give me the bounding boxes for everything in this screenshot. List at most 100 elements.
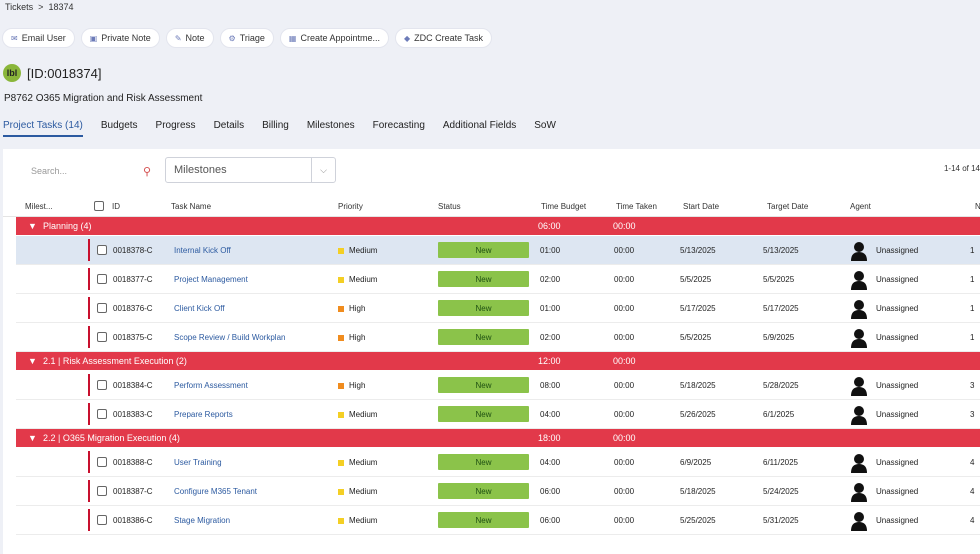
task-name-link[interactable]: Configure M365 Tenant bbox=[174, 487, 258, 496]
col-id[interactable]: ID bbox=[112, 202, 120, 211]
group-taken: 00:00 bbox=[613, 356, 636, 366]
search-icon[interactable]: ⚲ bbox=[142, 165, 151, 178]
collapse-icon[interactable]: ▼ bbox=[28, 433, 37, 443]
priority-dot-icon bbox=[338, 517, 344, 524]
milestones-select[interactable]: Milestones ⌵ bbox=[165, 157, 336, 183]
agent-name[interactable]: Unassigned bbox=[876, 516, 919, 525]
collapse-icon[interactable]: ▼ bbox=[28, 356, 37, 366]
status-badge[interactable]: New bbox=[438, 377, 529, 393]
row-checkbox[interactable] bbox=[97, 245, 107, 255]
search-input[interactable]: Search... ⚲ bbox=[23, 159, 159, 183]
col-priority[interactable]: Priority bbox=[338, 202, 363, 211]
agent-name[interactable]: Unassigned bbox=[876, 275, 919, 284]
avatar-icon bbox=[851, 271, 867, 290]
tab-additional-fields[interactable]: Additional Fields bbox=[442, 120, 517, 131]
row-checkbox[interactable] bbox=[97, 303, 107, 313]
tab-billing[interactable]: Billing bbox=[262, 120, 289, 131]
status-badge[interactable]: New bbox=[438, 271, 529, 287]
tab-details[interactable]: Details bbox=[213, 120, 245, 131]
create-appointment-button[interactable]: ▦ Create Appointme... bbox=[279, 28, 389, 48]
row-checkbox[interactable] bbox=[97, 457, 107, 467]
task-name-link[interactable]: Client Kick Off bbox=[174, 304, 225, 313]
row-checkbox[interactable] bbox=[97, 409, 107, 419]
tab-sow[interactable]: SoW bbox=[534, 120, 556, 131]
note-button[interactable]: ✎ Note bbox=[165, 28, 214, 48]
task-name-link[interactable]: Internal Kick Off bbox=[174, 246, 231, 255]
status-badge[interactable]: New bbox=[438, 329, 529, 345]
task-name-link[interactable]: User Training bbox=[174, 458, 222, 467]
tab-progress[interactable]: Progress bbox=[155, 120, 196, 131]
time-taken: 00:00 bbox=[614, 381, 635, 390]
agent-name[interactable]: Unassigned bbox=[876, 381, 919, 390]
priority-label: Medium bbox=[349, 246, 378, 255]
row-checkbox[interactable] bbox=[97, 380, 107, 390]
priority-label: Medium bbox=[349, 410, 378, 419]
group-header[interactable]: ▼ Planning (4) 06:00 00:00 bbox=[16, 217, 980, 235]
table-row[interactable]: 0018383-C Prepare Reports Medium New 04:00 00… bbox=[16, 400, 980, 429]
table-row[interactable]: 0018386-C Stage Migration Medium New 06:00 00… bbox=[16, 506, 980, 535]
task-name-link[interactable]: Prepare Reports bbox=[174, 410, 233, 419]
tab-bar: Project Tasks (14) Budgets Progress Deta… bbox=[3, 120, 556, 137]
col-time-taken[interactable]: Time Taken bbox=[616, 202, 657, 211]
col-target-date[interactable]: Target Date bbox=[767, 202, 809, 211]
agent-name[interactable]: Unassigned bbox=[876, 410, 919, 419]
agent-name[interactable]: Unassigned bbox=[876, 304, 919, 313]
avatar-icon bbox=[851, 300, 867, 319]
ticket-subject: P8762 O365 Migration and Risk Assessment bbox=[4, 93, 203, 104]
status-badge[interactable]: New bbox=[438, 242, 529, 258]
task-name-link[interactable]: Project Management bbox=[174, 275, 248, 284]
breadcrumb-root[interactable]: Tickets bbox=[5, 2, 34, 12]
row-checkbox[interactable] bbox=[97, 515, 107, 525]
col-more[interactable]: N bbox=[975, 202, 980, 211]
private-note-button[interactable]: ▣ Private Note bbox=[80, 28, 160, 48]
milestone-indicator bbox=[88, 239, 90, 261]
milestone-indicator bbox=[88, 268, 90, 290]
table-row[interactable]: 0018387-C Configure M365 Tenant Medium New 0… bbox=[16, 477, 980, 506]
ticket-header: lbl [ID:0018374] bbox=[3, 64, 101, 82]
tab-forecasting[interactable]: Forecasting bbox=[372, 120, 425, 131]
task-name-link[interactable]: Stage Migration bbox=[174, 516, 231, 525]
row-checkbox[interactable] bbox=[97, 332, 107, 342]
status-badge[interactable]: New bbox=[438, 512, 529, 528]
tab-budgets[interactable]: Budgets bbox=[100, 120, 138, 131]
group-header[interactable]: ▼ 2.1 | Risk Assessment Execution (2) 12:0… bbox=[16, 352, 980, 370]
time-taken: 00:00 bbox=[614, 458, 635, 467]
agent-name[interactable]: Unassigned bbox=[876, 246, 919, 255]
status-badge[interactable]: New bbox=[438, 483, 529, 499]
zdc-create-task-button[interactable]: ◆ ZDC Create Task bbox=[395, 28, 493, 48]
agent-name[interactable]: Unassigned bbox=[876, 487, 919, 496]
email-user-button[interactable]: ✉ Email User bbox=[2, 28, 75, 48]
priority-label: Medium bbox=[349, 458, 378, 467]
table-row[interactable]: 0018376-C Client Kick Off High New 01:00 00:0… bbox=[16, 294, 980, 323]
task-name-link[interactable]: Perform Assessment bbox=[174, 381, 248, 390]
col-agent[interactable]: Agent bbox=[850, 202, 871, 211]
chevron-down-icon[interactable]: ⌵ bbox=[311, 158, 335, 182]
row-checkbox[interactable] bbox=[97, 486, 107, 496]
col-start-date[interactable]: Start Date bbox=[683, 202, 720, 211]
col-task-name[interactable]: Task Name bbox=[171, 202, 212, 211]
status-badge[interactable]: New bbox=[438, 454, 529, 470]
select-all-checkbox[interactable] bbox=[94, 201, 104, 211]
collapse-icon[interactable]: ▼ bbox=[28, 221, 37, 231]
table-row[interactable]: 0018377-C Project Management Medium New 02:0… bbox=[16, 265, 980, 294]
task-name-link[interactable]: Scope Review / Build Workplan bbox=[174, 333, 286, 342]
status-badge[interactable]: New bbox=[438, 406, 529, 422]
target-date: 5/9/2025 bbox=[763, 333, 795, 342]
col-time-budget[interactable]: Time Budget bbox=[541, 202, 587, 211]
tab-milestones[interactable]: Milestones bbox=[306, 120, 355, 131]
agent-name[interactable]: Unassigned bbox=[876, 333, 919, 342]
col-milestone[interactable]: Milest... bbox=[25, 202, 53, 211]
status-badge[interactable]: New bbox=[438, 300, 529, 316]
agent-name[interactable]: Unassigned bbox=[876, 458, 919, 467]
table-row[interactable]: 0018384-C Perform Assessment High New 08:00 0… bbox=[16, 371, 980, 400]
table-row[interactable]: 0018378-C Internal Kick Off Medium New 01:00… bbox=[16, 236, 980, 265]
table-row[interactable]: 0018375-C Scope Review / Build Workplan Hi… bbox=[16, 323, 980, 352]
note-icon: ✎ bbox=[174, 33, 182, 43]
col-status[interactable]: Status bbox=[438, 202, 461, 211]
group-header[interactable]: ▼ 2.2 | O365 Migration Execution (4) 18:00… bbox=[16, 429, 980, 447]
table-row[interactable]: 0018388-C User Training Medium New 04:00 00:0… bbox=[16, 448, 980, 477]
triage-button[interactable]: ⚙ Triage bbox=[219, 28, 274, 48]
group-taken: 00:00 bbox=[613, 221, 636, 231]
tab-project-tasks[interactable]: Project Tasks (14) bbox=[3, 120, 83, 137]
row-checkbox[interactable] bbox=[97, 274, 107, 284]
